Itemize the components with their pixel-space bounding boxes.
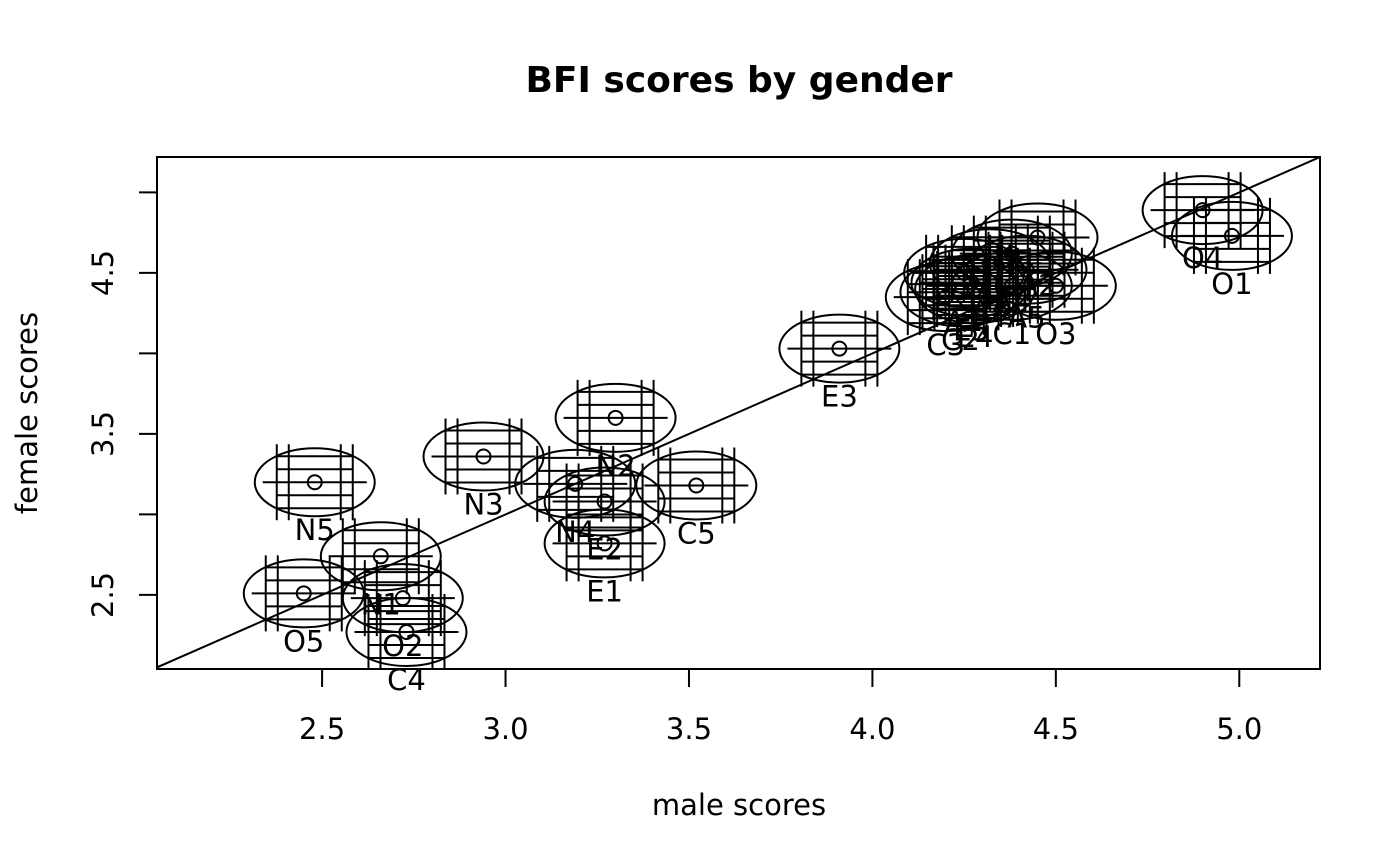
point-label-O5: O5: [283, 624, 324, 658]
y-axis-label: female scores: [10, 312, 44, 514]
point-label-A1: A1: [945, 304, 983, 338]
ellipse-O4: [1141, 175, 1264, 246]
ellipse-E5: [910, 247, 1033, 318]
point-label-C4: C4: [387, 663, 426, 697]
point-label-N3: N3: [463, 487, 503, 521]
point-label-O4: O4: [1182, 241, 1223, 275]
y-tick-label: 3.5: [86, 411, 120, 457]
point-label-E5: E5: [953, 314, 990, 348]
plot-frame: [156, 156, 1321, 670]
point-label-A3: A3: [971, 294, 1009, 328]
point-E5: [963, 274, 980, 291]
ellipse-N4: [514, 448, 637, 519]
point-O3: [1047, 277, 1064, 294]
ellipse-E3: [778, 313, 901, 384]
point-label-O2: O2: [382, 629, 423, 663]
point-E3: [831, 340, 848, 357]
point-O4: [1194, 202, 1211, 219]
point-N2: [607, 409, 624, 426]
ellipse-E2: [543, 466, 666, 537]
point-N3: [475, 448, 492, 465]
point-label-C1: C1: [992, 317, 1031, 351]
point-label-E2: E2: [586, 533, 623, 567]
ellipse-N1: [319, 521, 442, 592]
point-C2: [952, 284, 969, 301]
x-tick-label: 3.0: [482, 712, 528, 746]
point-label-A2: A2: [1018, 269, 1056, 303]
point-label-N5: N5: [295, 513, 335, 547]
x-tick-label: 4.0: [849, 712, 895, 746]
ellipse-N3: [422, 421, 545, 492]
x-tick-label: 4.5: [1033, 712, 1079, 746]
point-label-E1: E1: [586, 574, 623, 608]
point-marks: [157, 157, 1320, 669]
y-tick-label: 4.5: [86, 250, 120, 296]
point-label-A5: A5: [1007, 301, 1045, 335]
point-E2: [596, 493, 613, 510]
point-N5: [306, 474, 323, 491]
ellipse-N5: [253, 447, 376, 518]
chart-title: BFI scores by gender: [525, 60, 952, 101]
x-axis-label: male scores: [652, 788, 826, 822]
x-tick-label: 3.5: [666, 712, 712, 746]
point-label-O3: O3: [1035, 317, 1076, 351]
point-label-N2: N2: [596, 449, 636, 483]
ellipse-O5: [242, 558, 365, 629]
point-label-E3: E3: [821, 380, 858, 414]
point-N1: [372, 548, 389, 565]
point-N4: [567, 475, 584, 492]
point-O5: [295, 585, 312, 602]
point-A5: [1018, 261, 1035, 278]
y-tick-label: 2.5: [86, 572, 120, 618]
ellipse-O3: [994, 250, 1117, 321]
point-label-C3: C3: [926, 328, 965, 362]
x-tick-label: 2.5: [299, 712, 345, 746]
point-label-C5: C5: [677, 516, 716, 550]
ellipse-C5: [635, 450, 758, 521]
point-C5: [688, 477, 705, 494]
ellipse-N2: [554, 382, 677, 453]
point-label-N4: N4: [555, 515, 595, 549]
point-label-E4: E4: [957, 320, 994, 354]
point-label-C2: C2: [941, 323, 980, 357]
point-O2: [394, 590, 411, 607]
x-tick-label: 5.0: [1216, 712, 1262, 746]
point-label-O1: O1: [1211, 267, 1252, 301]
ellipse-C2: [899, 257, 1022, 328]
point-label-A4: A4: [993, 285, 1031, 319]
ellipse-E4: [914, 254, 1037, 325]
point-label-N1: N1: [361, 587, 401, 621]
ellipse-O2: [341, 563, 464, 634]
